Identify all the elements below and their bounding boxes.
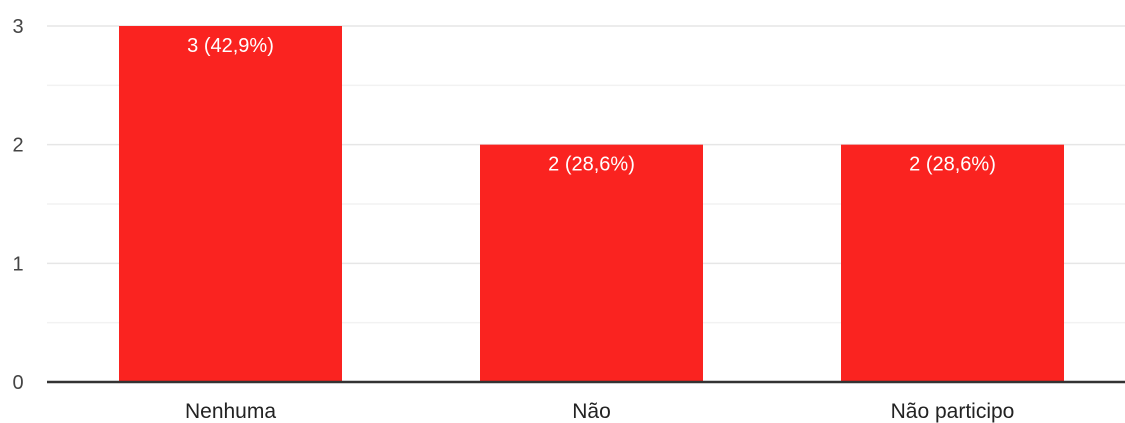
bar-nao-participo[interactable] [841,144,1064,382]
data-label-nao: 2 (28,6%) [548,154,635,176]
y-tick-label-0: 0 [12,372,23,394]
data-label-nenhuma: 3 (42,9%) [187,35,274,57]
y-tick-label-1: 1 [12,253,23,275]
y-axis-ticks: 0 1 2 3 [12,16,23,394]
y-tick-label-2: 2 [12,135,23,157]
bars [119,26,1064,382]
data-label-nao-participo: 2 (28,6%) [909,154,996,176]
category-label-nenhuma: Nenhuma [185,400,276,423]
category-label-nao-participo: Não participo [891,400,1015,423]
bar-nenhuma[interactable] [119,26,342,382]
y-tick-label-3: 3 [12,16,23,38]
data-labels: 3 (42,9%) 2 (28,6%) 2 (28,6%) [187,35,996,176]
bar-nao[interactable] [480,144,703,382]
category-label-nao: Não [572,400,611,423]
x-axis-category-labels: Nenhuma Não Não participo [185,400,1014,423]
